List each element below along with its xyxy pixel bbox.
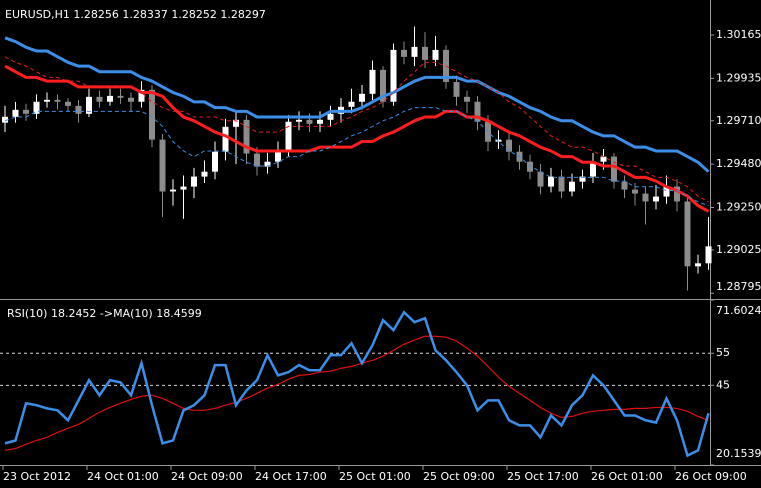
candle-body	[411, 46, 418, 57]
candle-body	[653, 196, 659, 202]
candle-body	[611, 156, 617, 182]
candle-body	[401, 49, 407, 57]
candle-body	[695, 263, 701, 267]
moving-average-line	[4, 64, 710, 213]
candle-body	[590, 161, 596, 177]
candle-body	[600, 156, 607, 162]
x-tick-label: 25 Oct 01:00	[339, 470, 411, 483]
candle-body	[285, 121, 292, 152]
candle-body	[558, 176, 565, 192]
candle-body	[684, 201, 691, 267]
candle-body	[380, 69, 386, 102]
candle-body	[621, 181, 628, 190]
y-tick-label: 1.28795	[716, 280, 761, 293]
candle-body	[579, 176, 586, 182]
candle-body	[369, 69, 376, 94]
candle-body	[2, 116, 8, 123]
candle-body	[264, 161, 271, 167]
candle-body	[233, 119, 239, 127]
candle-body	[33, 101, 40, 114]
candle-body	[117, 95, 124, 98]
candle-body	[54, 99, 61, 102]
y-tick-label: 71.6024	[716, 304, 761, 317]
y-tick-label: 1.29250	[716, 201, 761, 214]
candle-body	[254, 153, 260, 167]
candle-body	[453, 81, 460, 97]
candle-body	[107, 95, 113, 102]
candle-body	[422, 46, 428, 60]
y-tick-label: 1.29025	[716, 243, 761, 256]
indicator-line	[4, 335, 709, 452]
candle-body	[348, 101, 355, 107]
candle-body	[506, 139, 512, 152]
y-tick-label: 1.30165	[716, 28, 761, 41]
moving-average-line	[4, 36, 710, 173]
candle-body	[159, 139, 166, 192]
candle-body	[390, 49, 397, 102]
candle-body	[75, 105, 82, 114]
candle-body	[317, 119, 323, 124]
candle-body	[642, 193, 649, 202]
candle-body	[296, 119, 302, 122]
y-tick-label: 1.29935	[716, 71, 761, 84]
x-tick-label: 23 Oct 2012	[3, 470, 71, 483]
candle-body	[180, 186, 187, 190]
x-tick-label: 24 Oct 01:00	[87, 470, 159, 483]
candle-body	[527, 161, 533, 172]
candle-body	[495, 139, 502, 142]
y-tick-label: 55	[716, 346, 730, 359]
candle-body	[96, 96, 103, 102]
candle-body	[537, 171, 544, 187]
indicator-title: RSI(10) 18.2452 ->MA(10) 18.4599	[7, 307, 202, 320]
candle-body	[432, 49, 439, 60]
candle-body	[191, 176, 197, 187]
x-tick-label: 26 Oct 01:00	[591, 470, 663, 483]
candle-body	[44, 99, 50, 102]
candle-body	[201, 171, 208, 177]
candle-body	[359, 93, 365, 102]
candle-body	[674, 186, 680, 202]
candle-body	[128, 97, 134, 102]
candle-body	[306, 119, 313, 124]
candle-body	[65, 101, 71, 106]
y-tick-label: 1.29480	[716, 157, 761, 170]
candle-body	[23, 109, 29, 114]
candle-body	[705, 246, 712, 264]
x-tick-label: 24 Oct 17:00	[255, 470, 327, 483]
candle-body	[474, 101, 481, 122]
candle-body	[149, 89, 155, 140]
candle-body	[632, 189, 638, 194]
x-tick-label: 24 Oct 09:00	[171, 470, 243, 483]
candle-body	[222, 126, 229, 152]
candle-body	[327, 113, 334, 120]
x-tick-label: 25 Oct 17:00	[507, 470, 579, 483]
candle-body	[663, 186, 670, 197]
x-tick-label: 25 Oct 09:00	[423, 470, 495, 483]
moving-average-line	[4, 56, 709, 203]
candle-body	[170, 189, 176, 192]
candle-body	[569, 181, 575, 192]
candle-body	[12, 109, 19, 117]
candle-body	[138, 89, 145, 102]
x-tick-label: 26 Oct 09:00	[675, 470, 747, 483]
y-tick-label: 45	[716, 378, 730, 391]
candle-body	[548, 176, 554, 187]
candle-body	[275, 151, 281, 162]
y-tick-label: 20.1539	[716, 447, 761, 460]
candle-body	[86, 96, 92, 114]
candle-body	[243, 119, 250, 154]
y-tick-label: 1.29710	[716, 114, 761, 127]
candle-body	[212, 151, 218, 172]
indicator-line	[4, 310, 710, 458]
chart-title: EURUSD,H1 1.28256 1.28337 1.28252 1.2829…	[5, 8, 266, 21]
candle-body	[464, 96, 470, 102]
moving-average-line	[4, 107, 709, 207]
